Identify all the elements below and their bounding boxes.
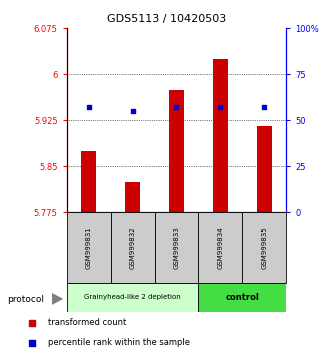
Text: GSM999833: GSM999833 <box>173 227 179 269</box>
Text: Grainyhead-like 2 depletion: Grainyhead-like 2 depletion <box>84 295 181 300</box>
Bar <box>213 59 228 212</box>
FancyBboxPatch shape <box>111 212 155 283</box>
FancyBboxPatch shape <box>67 283 198 312</box>
Text: GSM999832: GSM999832 <box>130 227 136 269</box>
Text: transformed count: transformed count <box>48 318 126 327</box>
Point <box>174 105 179 110</box>
Point <box>86 105 91 110</box>
FancyBboxPatch shape <box>67 212 111 283</box>
Point <box>29 320 35 326</box>
FancyBboxPatch shape <box>198 212 242 283</box>
Bar <box>125 182 140 212</box>
Point <box>29 340 35 346</box>
Bar <box>169 90 184 212</box>
Text: control: control <box>225 293 259 302</box>
Text: GSM999835: GSM999835 <box>261 227 267 269</box>
Point <box>262 105 267 110</box>
Text: GSM999834: GSM999834 <box>217 227 223 269</box>
Bar <box>257 126 272 212</box>
Bar <box>81 151 96 212</box>
FancyBboxPatch shape <box>155 212 198 283</box>
Text: GSM999831: GSM999831 <box>86 227 92 269</box>
FancyBboxPatch shape <box>198 283 286 312</box>
Text: protocol: protocol <box>7 295 44 304</box>
Text: percentile rank within the sample: percentile rank within the sample <box>48 338 190 347</box>
FancyBboxPatch shape <box>242 212 286 283</box>
Text: GDS5113 / 10420503: GDS5113 / 10420503 <box>107 14 226 24</box>
Point <box>218 105 223 110</box>
Point <box>130 108 135 114</box>
Polygon shape <box>52 293 63 305</box>
